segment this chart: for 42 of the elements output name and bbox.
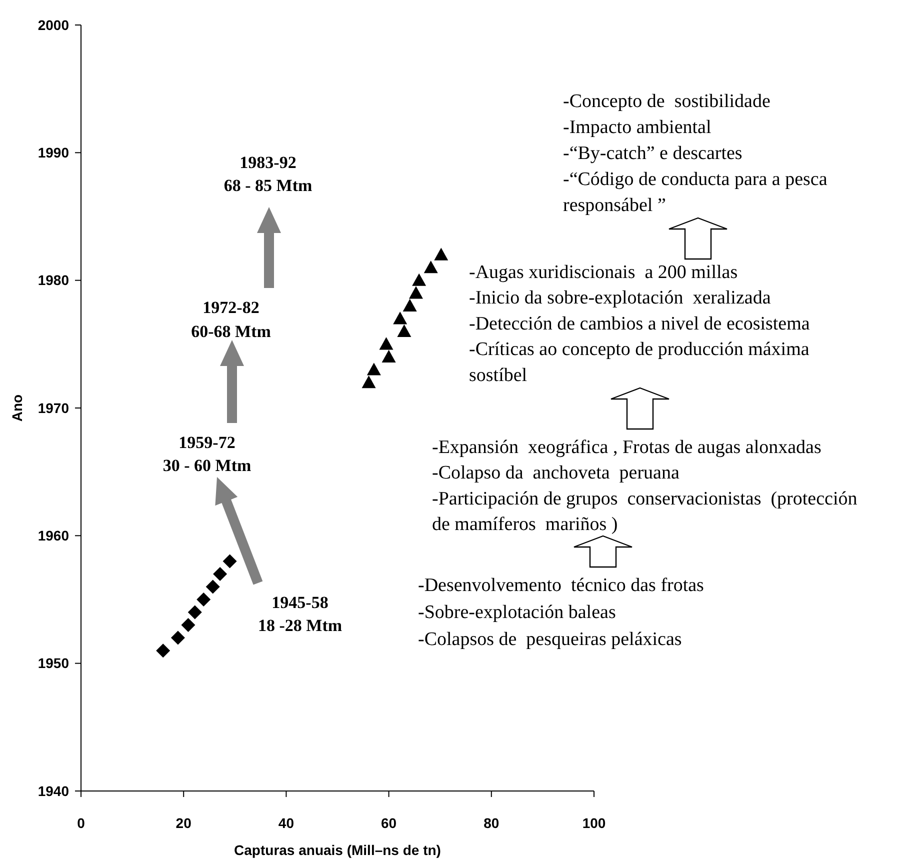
y-tick-label: 1940 [38, 782, 70, 799]
point [156, 644, 170, 658]
point [424, 260, 438, 274]
x-tick-label: 80 [484, 815, 500, 831]
annotation: 1959-72 30 - 60 Mtm [162, 433, 252, 475]
x-axis-title: Capturas anuais (Mill–ns de tn) [234, 842, 441, 858]
point [366, 362, 381, 376]
point [222, 554, 237, 568]
point [402, 298, 417, 312]
point [434, 248, 448, 260]
annotation: -Augas xuridiscionais a 200 millas -Inicio da sobre-explotación xeralizada -Detección de cambios a nivel de ecosistema -Críticas ao concepto de producción máxima sostíbel [469, 262, 810, 386]
y-axis-title: Ano [9, 394, 25, 422]
annotation: 1983-92 68 - 85 Mtm [224, 153, 312, 195]
x-tick-label: 60 [381, 815, 397, 831]
point [397, 324, 412, 337]
point [181, 618, 196, 632]
x-tick-label: 100 [582, 815, 606, 831]
annotation: -Expansión xeográfica , Frotas de augas alonxadas -Colapso da anchoveta peruana -Participación de grupos conservacionistas (protección de mamíferos mariños ) [432, 437, 858, 536]
y-tick-label: 1950 [38, 655, 70, 672]
point [408, 286, 423, 299]
x-tick-label: 20 [176, 815, 192, 831]
point [196, 592, 211, 606]
point [362, 375, 376, 388]
point [379, 337, 394, 350]
point [188, 605, 202, 620]
point [382, 350, 396, 363]
y-tick-label: 1990 [38, 144, 70, 161]
x-tick-label: 0 [77, 815, 86, 831]
point [170, 630, 185, 645]
point [393, 312, 408, 324]
x-tick-label: 40 [278, 815, 294, 831]
annotation: 1945-58 18 -28 Mtm [258, 593, 342, 635]
y-tick-label: 1980 [38, 272, 70, 288]
y-tick-label: 1970 [38, 400, 70, 416]
point [213, 566, 228, 581]
y-tick-label: 1960 [38, 528, 70, 544]
point [412, 273, 426, 286]
y-tick-label: 2000 [38, 16, 70, 33]
annotation: -Concepto de sostibilidade -Impacto ambiental -“By-catch” e descartes -“Código de conducta para a pesca responsábel ” [563, 91, 828, 216]
annotation: 1972-82 60-68 Mtm [191, 298, 271, 341]
annotation: -Desenvolvemento técnico das frotas -Sobre-explotación baleas -Colapsos de pesqueiras peláxicas [418, 575, 704, 650]
point [206, 580, 220, 594]
